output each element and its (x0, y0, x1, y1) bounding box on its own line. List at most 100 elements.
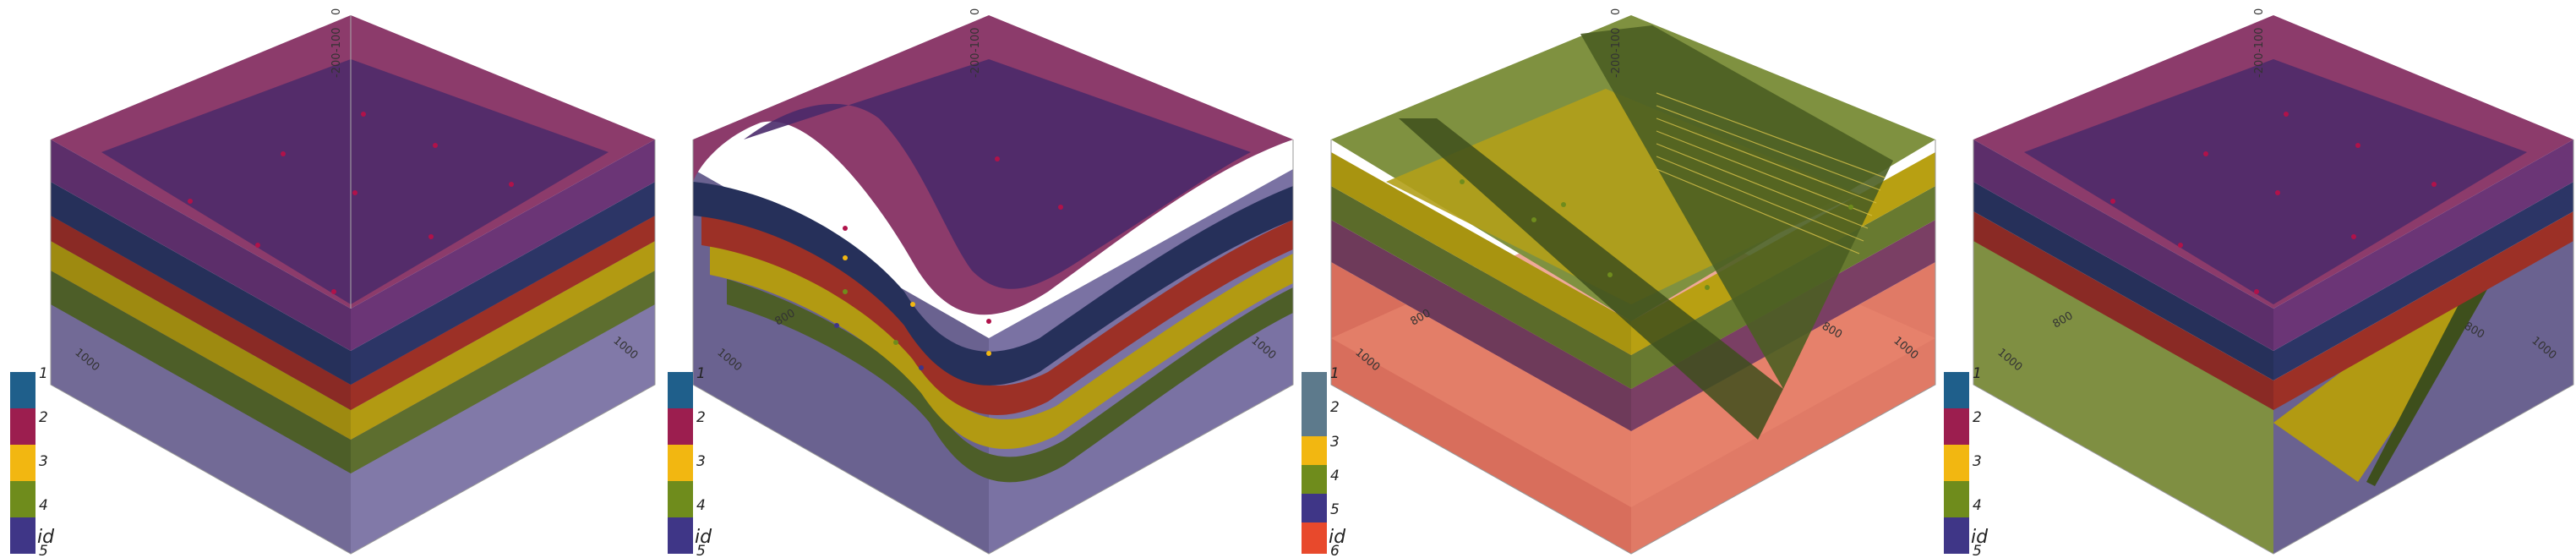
panel-2-axis-top-1: -100 (969, 27, 982, 52)
striation (1656, 143, 1869, 229)
legend-label-1: 1 (696, 365, 706, 382)
panel-1-unit-4-left (51, 271, 351, 473)
data-point (919, 365, 924, 370)
panel-3-legend: 1 2 3 4 5 id 6 (1302, 365, 1346, 558)
data-point (352, 190, 357, 195)
data-point (509, 182, 514, 187)
panel-4-legend: 1 2 3 4 id 5 (1944, 365, 1989, 558)
data-point (281, 151, 286, 156)
panel-2-legend: 1 2 3 4 id 5 (668, 365, 712, 558)
legend-label-1: 1 (1330, 365, 1340, 382)
panel-3-axis-top-1: -100 (1610, 27, 1623, 52)
panel-2-box-edges (692, 140, 1294, 555)
legend-swatch-unit-4 (1944, 481, 1969, 517)
striation (1656, 168, 1860, 254)
data-point (361, 112, 366, 117)
legend-id-label: id (37, 527, 55, 548)
panel-4-unit-1-left (1973, 182, 2273, 380)
panel-4-unit-2-right (2273, 211, 2573, 410)
panel-3-fault-striations (1656, 92, 1886, 254)
legend-swatch-unit-1-2 (1302, 372, 1327, 436)
legend-label-2: 2 (1973, 409, 1982, 426)
data-point (1531, 217, 1536, 222)
panel-4-unit-1-right (2273, 182, 2573, 380)
data-point (1561, 202, 1566, 207)
data-point (2431, 182, 2437, 187)
panel-2-axis-top-2: -200 (969, 52, 982, 78)
panel-1-axis-top-1: -100 (330, 27, 343, 52)
striation (1656, 130, 1873, 216)
panel-4-axis-top-0: 0 (2253, 8, 2266, 15)
legend-label-2: 2 (696, 409, 706, 426)
legend-label-3: 3 (1330, 434, 1340, 451)
panel-1-unit-2-right (351, 216, 655, 410)
legend-label-5: 5 (696, 543, 706, 558)
legend-id-label: id (695, 527, 712, 548)
panel-4-top-left (1973, 140, 2273, 351)
data-point (2178, 243, 2183, 248)
panel-4-fault-wedge (2273, 279, 2493, 482)
data-point (843, 226, 848, 231)
panel-1-legend: 1 2 3 4 id 5 (10, 365, 55, 558)
striation (1656, 118, 1877, 204)
legend-label-2: 2 (39, 409, 48, 426)
legend-id-label: id (1329, 527, 1346, 548)
legend-label-3: 3 (39, 453, 48, 470)
panel-2-data-points (834, 156, 1063, 370)
legend-swatch-unit-5 (668, 517, 693, 554)
legend-swatch-unit-5 (1944, 517, 1969, 554)
panel-3-box-edges (1330, 140, 1936, 555)
data-point (1607, 272, 1613, 277)
data-point (986, 351, 991, 356)
panel-1-top-inner (101, 59, 609, 304)
legend-id-label: id (1971, 527, 1989, 548)
panel-4-model (1973, 15, 2574, 555)
panel-2-model (692, 15, 1294, 555)
data-point (1460, 179, 1465, 184)
legend-swatch-unit-5 (10, 517, 35, 554)
data-point (2284, 112, 2289, 117)
panel-3-axis-top-2: -200 (1610, 52, 1623, 78)
data-point (331, 289, 336, 294)
panel-3-data-points (1460, 179, 1853, 290)
legend-swatch-unit-3 (1944, 445, 1969, 481)
data-point (428, 234, 434, 239)
panel-4-top-inner (2024, 59, 2527, 304)
data-point (843, 255, 848, 260)
data-point (2351, 234, 2356, 239)
panel-4-top-right (2273, 140, 2573, 351)
legend-label-1: 1 (1973, 365, 1982, 382)
panel-1-axis-top-0: 0 (330, 8, 343, 15)
legend-swatch-unit-4 (668, 481, 693, 517)
legend-label-1: 1 (39, 365, 48, 382)
legend-swatch-unit-4 (10, 481, 35, 517)
data-point (834, 323, 839, 328)
panel-4-data-points (2110, 112, 2437, 294)
panel-4-axis-top-1: -100 (2253, 27, 2266, 52)
panel-3-unit-5-left (1331, 220, 1631, 431)
panel-3-axis-top-0: 0 (1610, 8, 1623, 15)
data-point (188, 199, 193, 204)
data-point (843, 289, 848, 294)
panel-1-top-right (351, 140, 655, 351)
panel-3-fault-wedge (1399, 118, 1783, 440)
data-point (2254, 289, 2259, 294)
legend-swatch-unit-4 (1302, 465, 1327, 494)
legend-label-5: 5 (39, 543, 48, 558)
panel-1-unit-2-left (51, 216, 351, 410)
data-point (986, 319, 991, 324)
panel-3-fault-plane (1580, 25, 1893, 389)
legend-label-4: 4 (696, 497, 706, 514)
striation (1656, 92, 1886, 178)
panel-4-axis-top-2: -200 (2253, 52, 2266, 78)
panel-2-fold-unit-1 (693, 182, 1293, 386)
panel-4-unit-2-left (1973, 211, 2273, 410)
data-point (2275, 190, 2280, 195)
data-point (1705, 285, 1710, 290)
panel-4-box-edges (1973, 140, 2574, 555)
data-point (910, 302, 915, 307)
legend-swatch-unit-2 (10, 408, 35, 445)
panel-1-unit-3-right (351, 241, 655, 440)
panel-2-fold-unit-4 (727, 279, 1293, 483)
